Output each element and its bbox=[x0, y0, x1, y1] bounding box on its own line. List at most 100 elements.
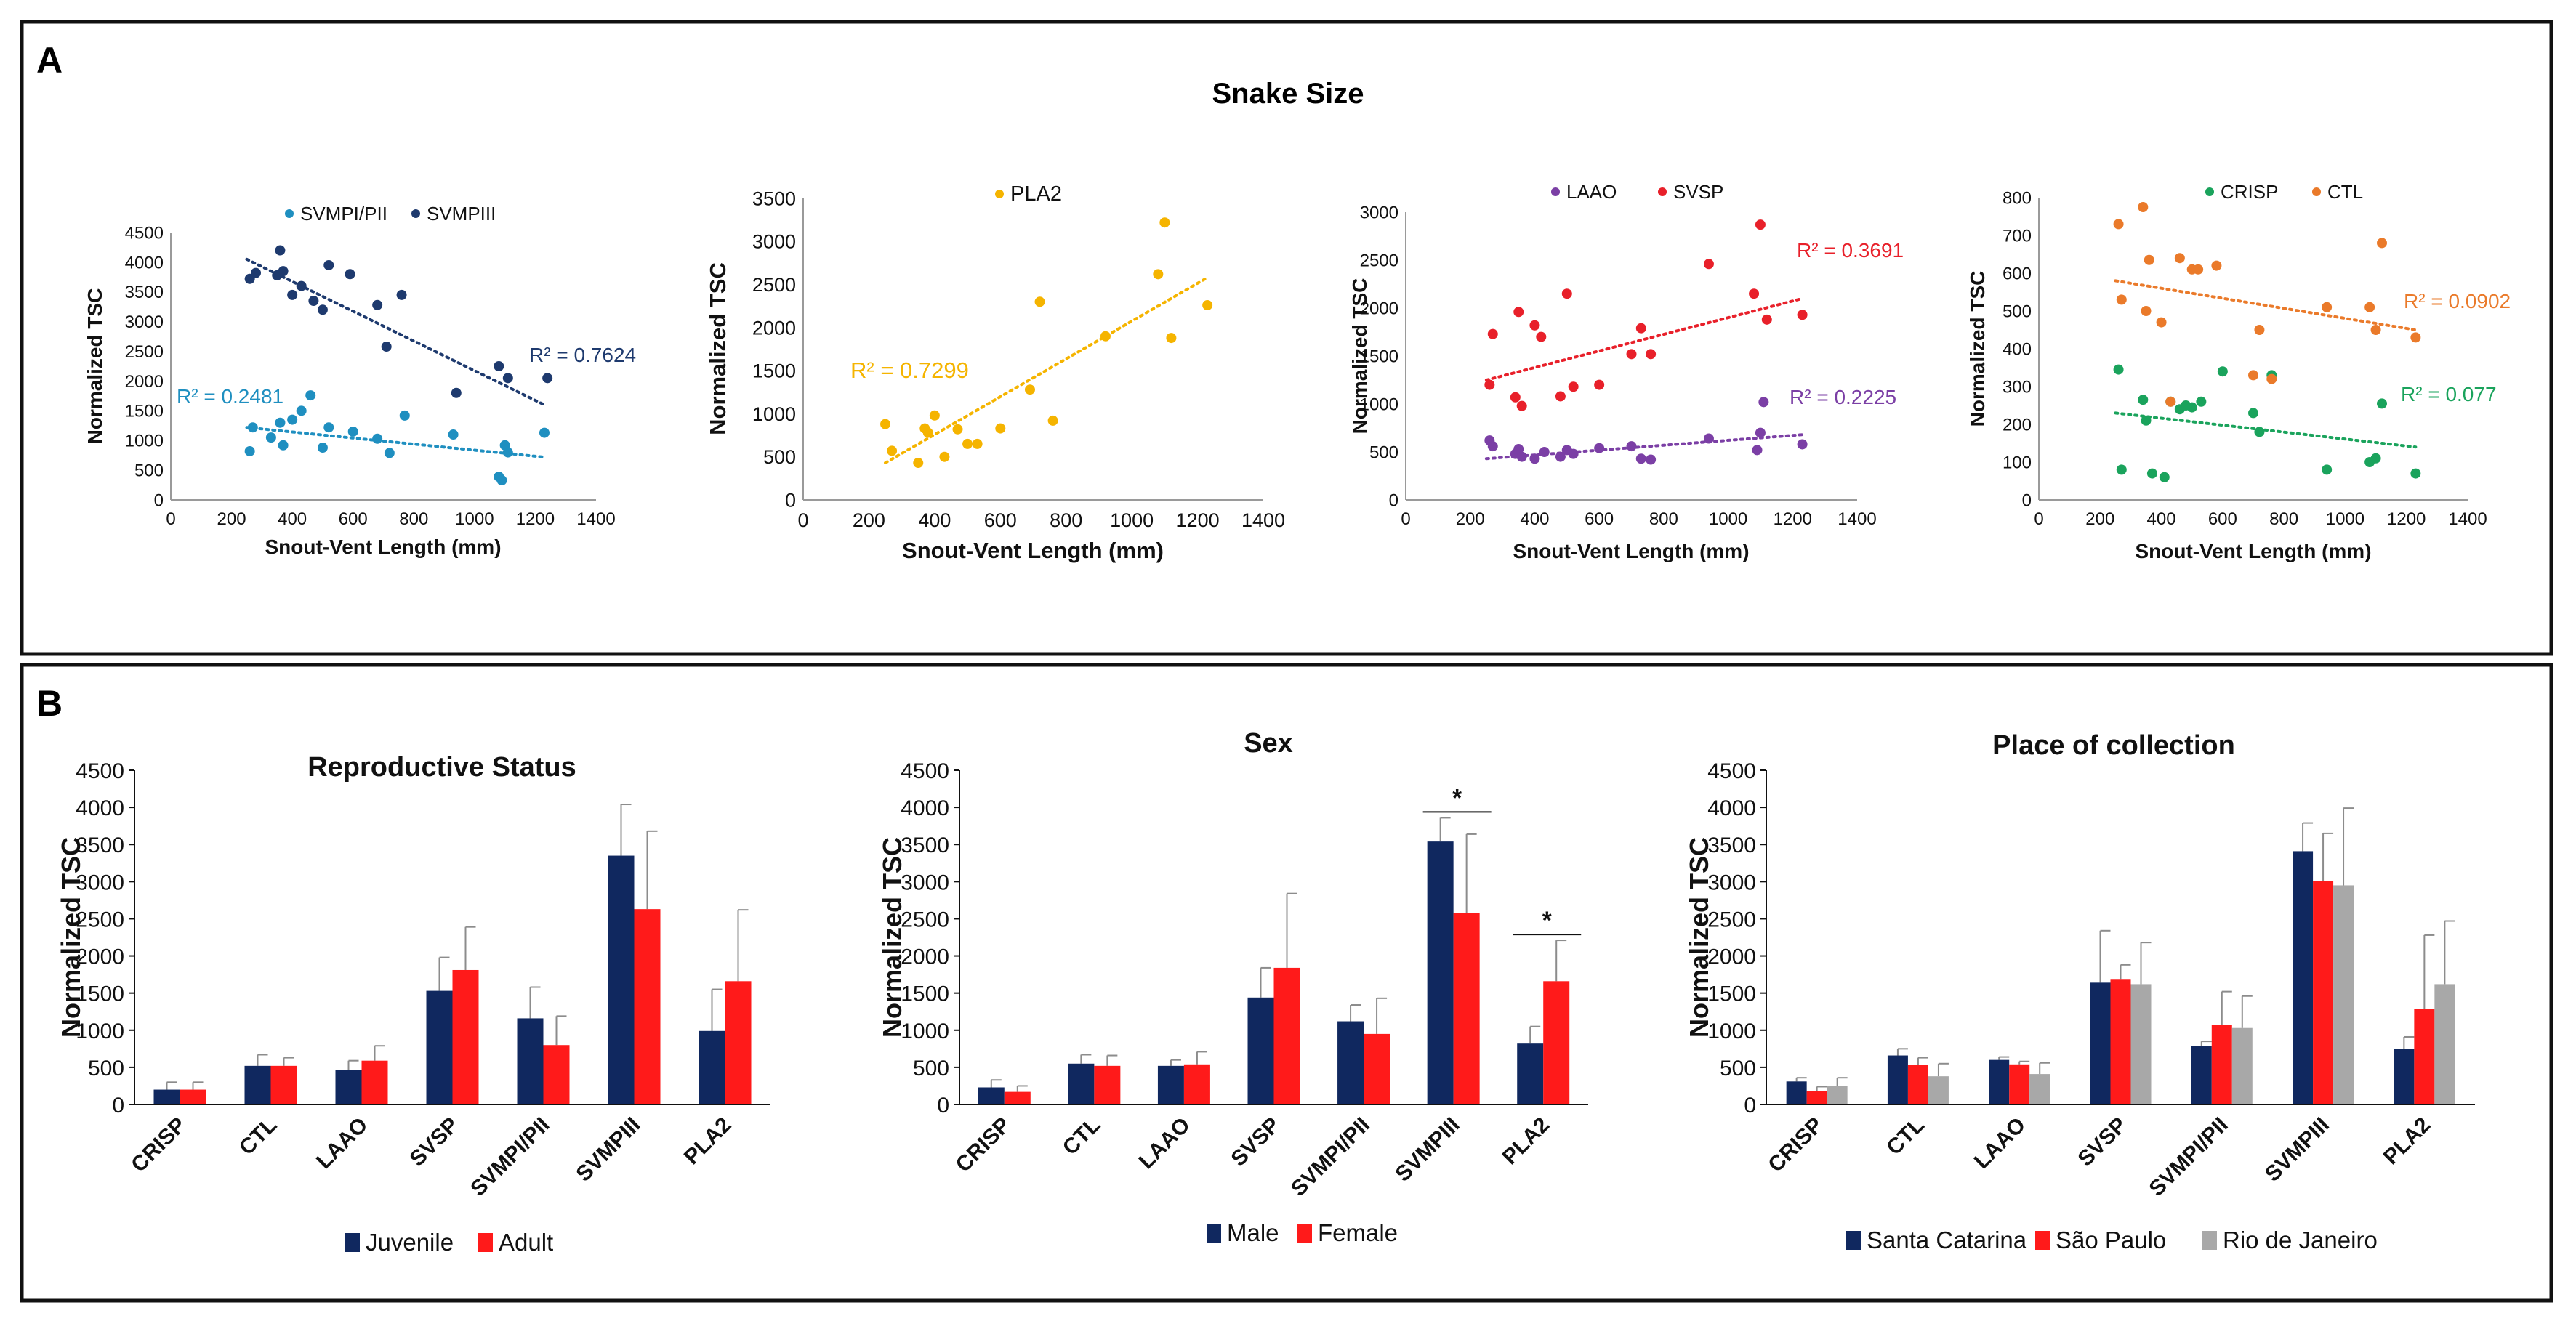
data-point-pla2 bbox=[1159, 217, 1170, 228]
y-tick-label: 4000 bbox=[901, 796, 949, 820]
y-tick-label: 0 bbox=[2022, 490, 2032, 510]
data-point-svmpi-pii bbox=[372, 433, 383, 444]
y-tick-label: 100 bbox=[2003, 453, 2032, 472]
y-tick-label: 0 bbox=[1389, 490, 1398, 510]
y-tick-label: 1000 bbox=[125, 432, 164, 451]
x-tick-label: 800 bbox=[2269, 509, 2298, 529]
y-axis-label: Normalized TSC bbox=[705, 262, 730, 435]
data-point-svsp bbox=[1536, 331, 1547, 342]
trendline-svmpiii bbox=[245, 257, 546, 407]
bar-female bbox=[1364, 1033, 1390, 1104]
y-tick-label: 3500 bbox=[76, 833, 124, 857]
bar-female bbox=[1004, 1091, 1031, 1104]
bar-s-o-paulo bbox=[2313, 881, 2334, 1104]
x-tick-label: 400 bbox=[1520, 509, 1549, 529]
x-tick-label: 1200 bbox=[1774, 509, 1812, 529]
scatter-chart-3: 0 200 400 600 800 1000 1200 1400 0 500 1000 1500 200… bbox=[1348, 181, 1904, 562]
x-tick-label: 1200 bbox=[2387, 509, 2426, 529]
y-tick-label: 500 bbox=[2003, 302, 2032, 321]
r-squared-label-laao: R² = 0.2225 bbox=[1790, 386, 1896, 408]
category-label: SVMPI/PII bbox=[466, 1113, 554, 1201]
data-point-crisp bbox=[2410, 468, 2421, 479]
x-tick-label: 0 bbox=[1401, 509, 1410, 529]
x-tick-label: 1400 bbox=[576, 509, 615, 529]
data-point-pla2 bbox=[913, 458, 924, 469]
data-point-svmpi-pii bbox=[305, 390, 316, 401]
data-point-svmpi-pii bbox=[278, 440, 289, 451]
data-point-svmpiii bbox=[251, 267, 261, 278]
category-label: CRISP bbox=[126, 1113, 190, 1177]
bar-s-o-paulo bbox=[2009, 1064, 2030, 1104]
panel-a-title: Snake Size bbox=[1212, 78, 1364, 110]
y-tick-label: 0 bbox=[154, 490, 164, 510]
category-label: PLA2 bbox=[680, 1113, 736, 1170]
data-point-crisp bbox=[2159, 472, 2170, 482]
y-tick-label: 3000 bbox=[901, 870, 949, 894]
data-point-pla2 bbox=[880, 419, 891, 429]
data-point-laao bbox=[1635, 453, 1646, 464]
data-point-svmpiii bbox=[494, 361, 504, 371]
y-tick-label: 3000 bbox=[125, 312, 164, 332]
category-label: SVSP bbox=[1227, 1113, 1285, 1171]
data-point-svmpi-pii bbox=[347, 426, 358, 437]
charts-layer: 0 200 400 600 800 1000 1200 1400050010001500200… bbox=[56, 181, 2511, 1256]
bar-chart-2: 0 500 1000 1500 2000 2500 3000 3500 4000 4500 Norm… bbox=[877, 728, 1588, 1246]
data-point-svsp bbox=[1626, 349, 1637, 360]
y-tick-label: 600 bbox=[2003, 264, 2032, 283]
x-tick-label: 600 bbox=[2208, 509, 2237, 529]
data-point-svmpi-pii bbox=[265, 432, 276, 443]
data-point-pla2 bbox=[1024, 384, 1035, 395]
y-tick-label: 500 bbox=[913, 1057, 949, 1080]
data-point-svmpiii bbox=[323, 259, 334, 270]
x-tick-label: 400 bbox=[278, 509, 307, 529]
bar-male bbox=[978, 1087, 1005, 1104]
data-point-pla2 bbox=[929, 410, 940, 421]
data-point-ctl bbox=[2370, 325, 2381, 335]
data-point-svsp bbox=[1513, 307, 1524, 318]
category-label: PLA2 bbox=[2379, 1113, 2436, 1170]
bar-male bbox=[1157, 1065, 1184, 1104]
data-point-svmpiii bbox=[275, 245, 286, 256]
data-point-ctl bbox=[2144, 254, 2154, 265]
data-point-laao bbox=[1797, 439, 1808, 450]
data-point-laao bbox=[1752, 445, 1763, 456]
x-tick-label: 0 bbox=[2034, 509, 2043, 529]
data-point-svmpiii bbox=[502, 373, 513, 384]
data-point-svmpiii bbox=[396, 289, 407, 300]
legend-label-pla2: PLA2 bbox=[1010, 182, 1062, 206]
scatter-chart-4: 0 200 400 600 800 1000 1200 1400 0 100 200 300 400 50… bbox=[1966, 181, 2511, 562]
data-point-laao bbox=[1529, 453, 1540, 464]
bar-juvenile bbox=[153, 1089, 180, 1104]
data-point-svmpiii bbox=[381, 342, 392, 352]
bar-rio-de-janeiro bbox=[1827, 1086, 1848, 1104]
r-squared-label-svsp: R² = 0.3691 bbox=[1797, 239, 1904, 262]
data-point-ctl bbox=[2377, 238, 2387, 249]
bar-juvenile bbox=[699, 1030, 725, 1104]
data-point-ctl bbox=[2174, 253, 2185, 264]
bar-adult bbox=[361, 1060, 388, 1104]
bar-santa-catarina bbox=[2090, 982, 2111, 1104]
category-label: SVSP bbox=[406, 1113, 464, 1171]
panel-a-frame bbox=[20, 20, 2553, 656]
data-point-crisp bbox=[2146, 468, 2157, 479]
data-point-pla2 bbox=[952, 424, 963, 435]
data-point-laao bbox=[1513, 444, 1524, 455]
data-point-svsp bbox=[1635, 323, 1646, 334]
data-point-svmpi-pii bbox=[496, 475, 507, 486]
data-point-svmpi-pii bbox=[247, 422, 258, 433]
bar-male bbox=[1427, 841, 1454, 1104]
r-squared-label-svmpiii: R² = 0.7624 bbox=[529, 344, 636, 366]
category-label: PLA2 bbox=[1498, 1113, 1555, 1170]
r-squared-label-crisp: R² = 0.077 bbox=[2401, 383, 2497, 405]
trendline-crisp bbox=[2114, 411, 2418, 449]
legend-label-ctl: CTL bbox=[2327, 181, 2363, 203]
data-point-svsp bbox=[1516, 400, 1527, 411]
legend-swatch-adult bbox=[478, 1233, 493, 1252]
bar-adult bbox=[180, 1089, 206, 1104]
data-point-svsp bbox=[1703, 259, 1714, 270]
data-point-svsp bbox=[1555, 391, 1566, 402]
data-point-svsp bbox=[1755, 219, 1766, 230]
bar-rio-de-janeiro bbox=[2434, 984, 2455, 1104]
data-point-svsp bbox=[1646, 349, 1657, 360]
legend-marker-laao bbox=[1551, 187, 1560, 196]
